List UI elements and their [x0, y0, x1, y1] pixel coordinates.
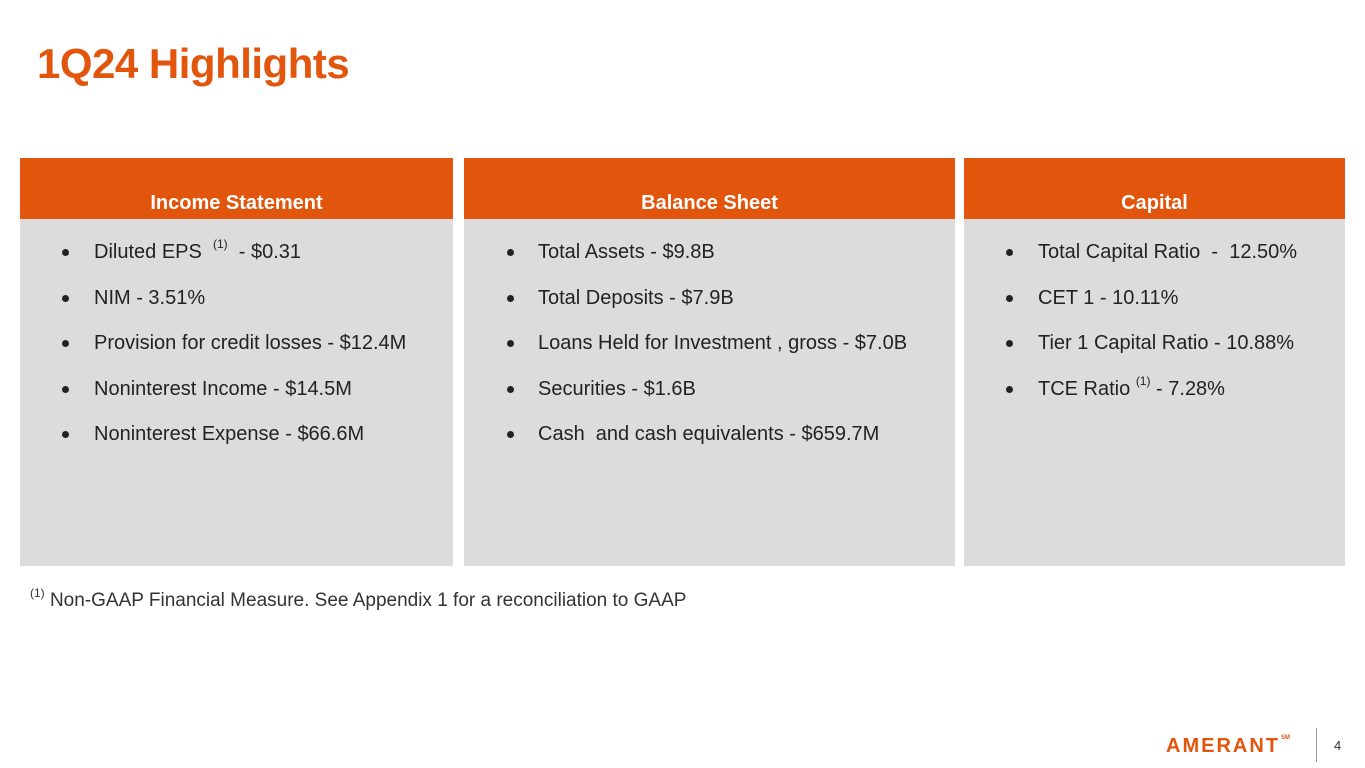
list-item: Provision for credit losses - $12.4M [20, 332, 453, 378]
item-text: Noninterest Expense - $66.6M [94, 423, 365, 445]
item-text: CET 1 - 10.11% [1038, 286, 1179, 309]
panel-header: Balance Sheet [464, 158, 955, 219]
item-value: - $0.31 [233, 241, 302, 263]
bullet-list: Total Assets - $9.8B Total Deposits - $7… [464, 219, 955, 469]
panel-header: Capital [964, 158, 1345, 219]
page-number: 4 [1334, 738, 1342, 753]
item-text: NIM - 3.51% [94, 286, 206, 309]
list-item: Noninterest Income - $14.5M [20, 378, 453, 424]
footnote-marker: (1) [30, 585, 45, 600]
item-value: - 7.28% [1150, 377, 1225, 400]
service-mark: SM [1281, 735, 1290, 741]
logo-wordmark: AMERANT [1166, 735, 1280, 757]
list-item: Tier 1 Capital Ratio - 10.88% [964, 332, 1345, 378]
item-text: Provision for credit losses - $12.4M [94, 332, 407, 354]
bullet-list: Diluted EPS (1) - $0.31 NIM - 3.51% Prov… [20, 219, 453, 469]
footnote-marker: (1) [1135, 373, 1151, 388]
list-item: Diluted EPS (1) - $0.31 [20, 238, 453, 287]
item-text: Loans Held for Investment , gross - $7.0… [538, 332, 908, 354]
income-statement-panel: Income Statement Diluted EPS (1) - $0.31… [20, 158, 453, 566]
capital-panel: Capital Total Capital Ratio - 12.50% CET… [964, 158, 1345, 566]
page-title: 1Q24 Highlights [37, 40, 350, 87]
bullet-list: Total Capital Ratio - 12.50% CET 1 - 10.… [964, 219, 1345, 423]
list-item: Loans Held for Investment , gross - $7.0… [464, 332, 955, 378]
item-text: Total Deposits - $7.9B [538, 286, 734, 309]
list-item: Noninterest Expense - $66.6M [20, 423, 453, 469]
logo-divider [1316, 728, 1317, 762]
item-text: Total Assets - $9.8B [538, 241, 715, 263]
item-text: TCE Ratio [1038, 377, 1131, 400]
list-item: CET 1 - 10.11% [964, 287, 1345, 333]
panel-header: Income Statement [20, 158, 453, 219]
list-item: TCE Ratio (1) - 7.28% [964, 375, 1345, 424]
footnote-marker: (1) [212, 237, 228, 252]
footnote-text: Non-GAAP Financial Measure. See Appendix… [49, 590, 687, 611]
item-text: Securities - $1.6B [538, 377, 696, 400]
balance-sheet-panel: Balance Sheet Total Assets - $9.8B Total… [464, 158, 955, 566]
list-item: Cash and cash equivalents - $659.7M [464, 423, 955, 469]
item-text: Tier 1 Capital Ratio - 10.88% [1038, 332, 1295, 354]
list-item: NIM - 3.51% [20, 287, 453, 333]
list-item: Total Deposits - $7.9B [464, 287, 955, 333]
list-item: Total Capital Ratio - 12.50% [964, 241, 1345, 287]
amerant-logo: AMERANTSM [1166, 735, 1290, 758]
item-text: Total Capital Ratio - 12.50% [1038, 241, 1298, 263]
item-text: Noninterest Income - $14.5M [94, 377, 352, 400]
list-item: Securities - $1.6B [464, 378, 955, 424]
list-item: Total Assets - $9.8B [464, 241, 955, 287]
item-text: Cash and cash equivalents - $659.7M [538, 423, 880, 445]
item-text: Diluted EPS [94, 241, 202, 263]
footnote: (1) Non-GAAP Financial Measure. See Appe… [30, 587, 687, 612]
